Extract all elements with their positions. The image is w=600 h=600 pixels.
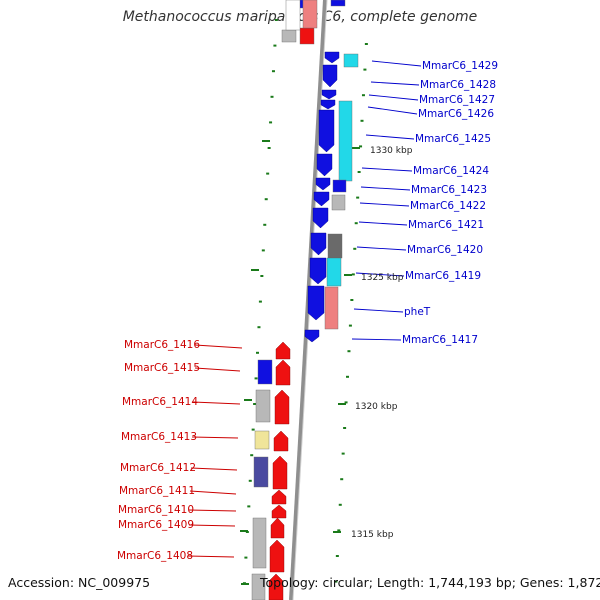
reverse-gene-arrow: [275, 341, 291, 360]
gene-label-forward[interactable]: MmarC6_1429: [422, 60, 498, 72]
label-leader-line: [368, 94, 419, 101]
cog-box: [324, 286, 339, 330]
gene-label-forward[interactable]: MmarC6_1426: [418, 108, 494, 120]
gene-label-forward[interactable]: MmarC6_1421: [408, 219, 484, 231]
cog-box: [302, 0, 318, 29]
label-leader-line: [353, 308, 404, 313]
label-leader-line: [361, 167, 413, 172]
label-leader-line: [371, 60, 422, 67]
cog-box: [254, 430, 270, 450]
gene-label-forward[interactable]: MmarC6_1424: [413, 165, 489, 177]
label-leader-line: [194, 367, 241, 372]
label-leader-line: [358, 221, 408, 226]
forward-gene-arrow: [304, 329, 320, 343]
gene-label-reverse[interactable]: MmarC6_1413: [121, 431, 197, 443]
forward-gene-arrow: [320, 99, 336, 110]
cog-box: [285, 0, 301, 31]
cog-box: [332, 179, 347, 193]
forward-gene-arrow: [318, 109, 335, 153]
forward-gene-arrow: [313, 191, 330, 207]
forward-gene-arrow: [310, 232, 327, 256]
label-leader-line: [189, 490, 237, 495]
gene-label-reverse[interactable]: MmarC6_1414: [122, 396, 198, 408]
kbp-label: 1325 kbp: [361, 273, 404, 283]
cog-box: [326, 257, 342, 287]
cog-box: [343, 53, 359, 68]
forward-gene-arrow: [330, 0, 346, 7]
forward-gene-arrow: [321, 89, 337, 100]
label-leader-line: [359, 202, 410, 207]
gene-label-reverse[interactable]: MmarC6_1416: [124, 339, 200, 351]
gene-label-reverse[interactable]: MmarC6_1409: [118, 519, 194, 531]
cog-box: [252, 517, 267, 569]
gene-label-forward[interactable]: MmarC6_1423: [411, 184, 487, 196]
kbp-label: 1315 kbp: [351, 530, 394, 540]
label-leader-line: [356, 246, 407, 251]
label-leader-line: [370, 81, 420, 86]
reverse-gene-arrow: [271, 489, 287, 505]
reverse-gene-arrow: [273, 430, 289, 452]
cog-box: [327, 233, 343, 259]
reverse-gene-arrow: [269, 539, 285, 573]
forward-gene-arrow: [309, 257, 327, 285]
forward-gene-arrow: [307, 285, 325, 321]
gene-label-reverse[interactable]: MmarC6_1410: [118, 504, 194, 516]
gene-label-reverse[interactable]: MmarC6_1415: [124, 362, 200, 374]
reverse-gene-arrow: [275, 359, 291, 386]
label-leader-line: [191, 436, 239, 439]
reverse-gene-arrow: [274, 389, 290, 425]
label-leader-line: [355, 272, 405, 277]
kbp-label: 1330 kbp: [370, 146, 413, 156]
label-leader-line: [188, 509, 237, 512]
gene-label-forward[interactable]: MmarC6_1417: [402, 334, 478, 346]
gene-label-forward[interactable]: MmarC6_1422: [410, 200, 486, 212]
label-leader-line: [190, 467, 238, 471]
gene-label-forward[interactable]: MmarC6_1428: [420, 79, 496, 91]
gene-label-reverse[interactable]: MmarC6_1408: [117, 550, 193, 562]
cog-box: [255, 389, 271, 423]
forward-gene-arrow: [315, 177, 331, 191]
cog-box: [281, 29, 297, 43]
forward-gene-arrow: [322, 64, 338, 88]
forward-gene-arrow: [316, 153, 333, 177]
reverse-gene-arrow: [270, 517, 285, 539]
reverse-gene-arrow: [272, 455, 288, 490]
kbp-label: 1320 kbp: [355, 402, 398, 412]
label-leader-line: [351, 338, 402, 341]
gene-label-forward[interactable]: MmarC6_1419: [405, 270, 481, 282]
topology-summary: Topology: circular; Length: 1,744,193 bp…: [260, 575, 600, 590]
cog-box: [253, 456, 269, 488]
label-leader-line: [187, 555, 235, 558]
label-leader-line: [192, 401, 241, 405]
label-leader-line: [194, 344, 243, 349]
cog-box: [338, 100, 353, 182]
reverse-gene-arrow: [268, 573, 284, 600]
label-leader-line: [360, 186, 411, 191]
gene-label-reverse[interactable]: MmarC6_1412: [120, 462, 196, 474]
forward-gene-arrow: [324, 51, 340, 64]
gene-label-forward[interactable]: MmarC6_1427: [419, 94, 495, 106]
gene-label-reverse[interactable]: MmarC6_1411: [119, 485, 195, 497]
gene-label-forward[interactable]: MmarC6_1420: [407, 244, 483, 256]
label-leader-line: [188, 524, 236, 527]
gene-label-forward[interactable]: pheT: [404, 306, 431, 318]
reverse-gene-arrow: [271, 504, 287, 519]
accession-label: Accession: NC_009975: [8, 575, 151, 590]
label-leader-line: [365, 134, 415, 140]
cog-box: [251, 573, 266, 600]
cog-box: [331, 194, 346, 211]
reverse-gene-arrow: [299, 27, 315, 45]
gene-label-forward[interactable]: MmarC6_1425: [415, 133, 491, 145]
forward-gene-arrow: [312, 207, 329, 229]
cog-box: [257, 359, 273, 385]
label-leader-line: [367, 106, 418, 115]
